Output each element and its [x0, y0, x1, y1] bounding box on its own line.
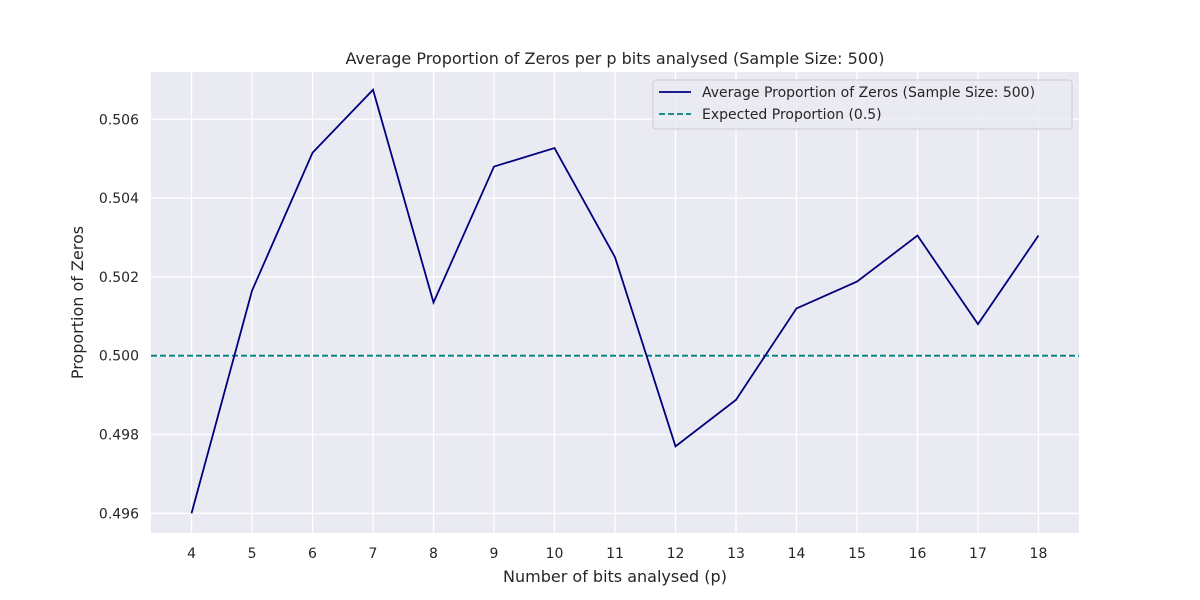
- data-point: [615, 257, 616, 258]
- x-tick-label: 13: [727, 546, 745, 562]
- data-point: [735, 399, 736, 400]
- data-point: [856, 281, 857, 282]
- x-tick-label: 15: [848, 546, 866, 562]
- legend-entry-average: Average Proportion of Zeros (Sample Size…: [702, 85, 1035, 101]
- series-line-average-proportion: [190, 87, 1040, 514]
- data-point: [373, 89, 374, 90]
- x-tick-label: 4: [187, 546, 196, 562]
- data-point: [977, 324, 978, 325]
- data-point: [796, 308, 797, 309]
- data-point: [191, 513, 192, 514]
- x-tick-label: 8: [429, 546, 438, 562]
- x-tick-label: 10: [546, 546, 564, 562]
- data-point: [312, 152, 313, 153]
- y-tick-label: 0.498: [99, 427, 139, 443]
- x-tick-label: 12: [667, 546, 685, 562]
- y-tick-label: 0.500: [99, 349, 139, 365]
- y-tick-label: 0.504: [99, 191, 139, 207]
- x-axis-label: Number of bits analysed (p): [503, 567, 727, 586]
- legend-box: [652, 79, 1073, 130]
- x-tick-label: 14: [788, 546, 806, 562]
- series-layer: [190, 87, 1040, 514]
- x-axis-ticks: 4 5 6 7 8 9 10 11 12 13 14 15 16 17 18: [187, 546, 1047, 562]
- x-tick-label: 17: [969, 546, 987, 562]
- data-point: [554, 148, 555, 149]
- legend-entry-expected: Expected Proportion (0.5): [702, 107, 882, 123]
- data-point: [252, 290, 253, 291]
- legend: Average Proportion of Zeros (Sample Size…: [652, 79, 1073, 130]
- y-tick-label: 0.506: [99, 112, 139, 128]
- data-point: [1038, 235, 1039, 236]
- x-tick-label: 6: [308, 546, 317, 562]
- x-tick-label: 16: [909, 546, 927, 562]
- data-point: [433, 302, 434, 303]
- grid: [151, 72, 1079, 533]
- chart-title: Average Proportion of Zeros per p bits a…: [346, 49, 885, 68]
- x-tick-label: 18: [1030, 546, 1048, 562]
- y-axis-label: Proportion of Zeros: [68, 226, 87, 379]
- x-tick-label: 5: [248, 546, 257, 562]
- data-point: [675, 446, 676, 447]
- x-tick-label: 7: [369, 546, 378, 562]
- y-tick-label: 0.502: [99, 270, 139, 286]
- y-tick-label: 0.496: [99, 506, 139, 522]
- data-point: [494, 166, 495, 167]
- x-tick-label: 9: [490, 546, 499, 562]
- data-point: [917, 235, 918, 236]
- x-tick-label: 11: [606, 546, 624, 562]
- y-axis-ticks: 0.496 0.498 0.500 0.502 0.504 0.506: [99, 112, 139, 522]
